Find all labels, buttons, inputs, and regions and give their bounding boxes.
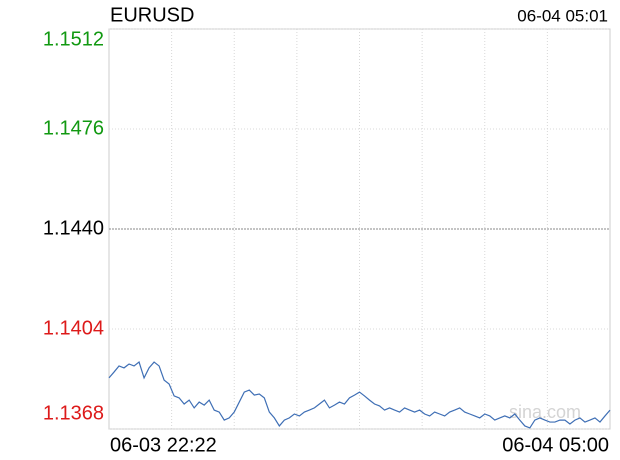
y-tick-label: 1.1404: [43, 317, 104, 339]
x-start-label: 06-03 22:22: [110, 434, 217, 456]
chart-title: EURUSD: [110, 4, 194, 26]
y-tick-label: 1.1512: [43, 28, 104, 50]
price-line: [108, 361, 611, 429]
timestamp: 06-04 05:01: [517, 6, 608, 25]
y-tick-label: 1.1440: [43, 217, 104, 239]
y-tick-label: 1.1368: [43, 402, 104, 424]
watermark: sina.com: [509, 402, 581, 422]
vertical-grid: [171, 29, 548, 429]
y-tick-label: 1.1476: [43, 117, 104, 139]
x-end-label: 06-04 05:00: [502, 434, 609, 456]
